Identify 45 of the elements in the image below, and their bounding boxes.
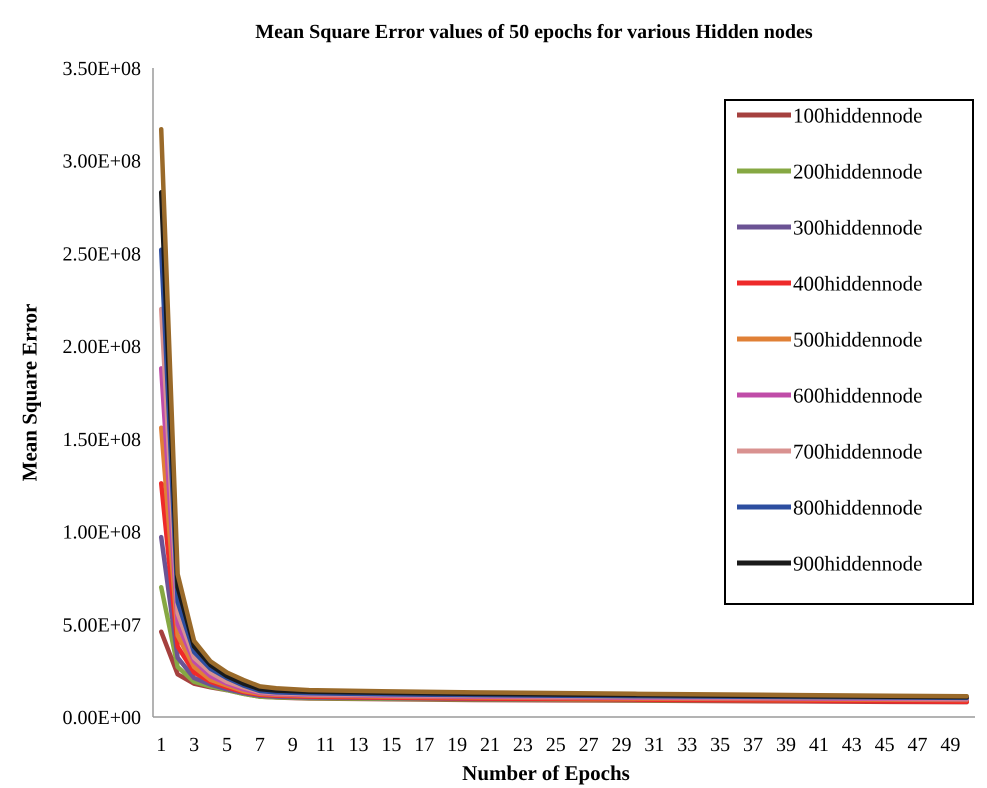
y-tick-label: 3.00E+08 <box>62 150 141 173</box>
legend-label: 100hiddennode <box>793 103 922 128</box>
x-tick-label: 31 <box>644 734 664 756</box>
legend-label: 600hiddennode <box>793 383 922 408</box>
x-tick-label: 41 <box>808 734 829 756</box>
y-tick-label: 3.50E+08 <box>62 58 141 80</box>
chart-title: Mean Square Error values of 50 epochs for various Hidden nodes <box>255 21 813 43</box>
y-axis-title: Mean Square Error <box>18 304 42 482</box>
x-tick-label: 37 <box>743 734 764 756</box>
x-tick-label: 1 <box>156 734 166 756</box>
x-tick-label: 45 <box>874 734 895 756</box>
x-tick-label: 3 <box>189 734 200 756</box>
x-tick-label: 7 <box>254 734 265 756</box>
x-tick-label: 17 <box>414 734 434 756</box>
x-tick-label: 9 <box>288 734 298 756</box>
legend-label: 400hiddennode <box>793 271 922 296</box>
x-tick-label: 49 <box>940 734 960 756</box>
x-tick-label: 29 <box>612 734 632 756</box>
legend-label: 900hiddennode <box>793 551 922 576</box>
x-axis-title: Number of Epochs <box>462 761 630 785</box>
legend-label: 500hiddennode <box>793 327 922 352</box>
x-tick-label: 5 <box>222 734 232 756</box>
x-tick-label: 47 <box>907 734 928 756</box>
legend-label: 200hiddennode <box>793 159 922 184</box>
x-tick-label: 19 <box>447 734 468 756</box>
x-tick-label: 25 <box>546 734 566 756</box>
x-tick-label: 27 <box>578 734 599 756</box>
legend-label: 300hiddennode <box>793 215 922 240</box>
y-tick-label: 1.00E+08 <box>62 522 141 544</box>
y-tick-label: 0.00E+00 <box>62 707 141 729</box>
y-tick-label: 1.50E+08 <box>62 428 141 451</box>
x-tick-label: 13 <box>348 734 368 756</box>
x-tick-label: 21 <box>480 734 500 756</box>
x-tick-label: 43 <box>842 734 862 756</box>
x-tick-label: 39 <box>776 734 796 756</box>
x-tick-label: 33 <box>677 734 698 756</box>
y-tick-label: 2.00E+08 <box>62 336 141 358</box>
x-tick-label: 15 <box>381 734 402 756</box>
x-tick-label: 11 <box>316 734 336 756</box>
legend-label: 800hiddennode <box>793 495 922 520</box>
y-tick-label: 5.00E+07 <box>62 614 141 636</box>
y-tick-label: 2.50E+08 <box>62 243 141 266</box>
x-tick-label: 35 <box>710 734 730 756</box>
x-tick-label: 23 <box>512 734 533 756</box>
legend-label: 700hiddennode <box>793 439 922 464</box>
